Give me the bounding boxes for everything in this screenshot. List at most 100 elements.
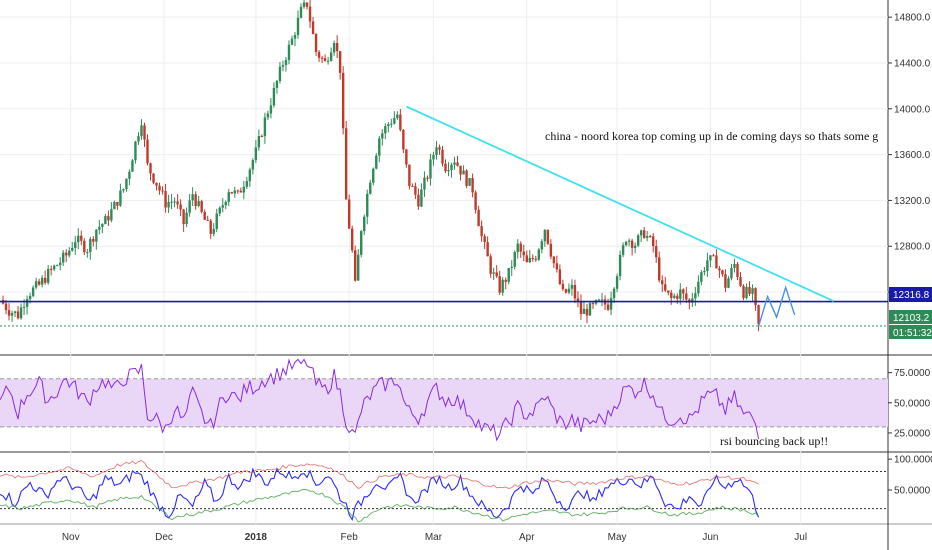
candle-body xyxy=(140,125,143,137)
candle-body xyxy=(682,289,685,294)
candle-body xyxy=(600,299,604,301)
candle-body xyxy=(477,209,480,227)
price-y-tick-label: 13600.0 xyxy=(894,150,931,161)
candle-body xyxy=(164,191,167,208)
rsi-y-tick-label: 50.0000 xyxy=(894,398,931,409)
candle-body xyxy=(591,303,595,305)
candle-body xyxy=(34,281,38,288)
candle-body xyxy=(718,268,721,271)
rsi-annotation[interactable]: rsi bouncing back up!! xyxy=(720,434,828,448)
candle-body xyxy=(537,249,541,260)
candle-body xyxy=(534,258,538,260)
resistance-trendline[interactable] xyxy=(405,105,835,302)
x-tick-label: May xyxy=(608,532,627,543)
candle-body xyxy=(239,190,243,193)
candle-body xyxy=(161,190,164,192)
candle-body xyxy=(706,260,709,271)
candle-body xyxy=(89,239,92,253)
candle-body xyxy=(203,211,206,220)
candle-body xyxy=(525,255,528,263)
candle-body xyxy=(43,277,47,283)
candle-body xyxy=(52,265,56,270)
candle-body xyxy=(579,301,583,314)
candle-body xyxy=(332,42,336,53)
candle-body xyxy=(528,257,531,263)
candle-body xyxy=(754,288,757,306)
candle-body xyxy=(564,289,568,293)
projection-path[interactable] xyxy=(757,285,796,327)
countdown-tag: 01:51:32 xyxy=(889,325,932,339)
candle-body xyxy=(483,236,486,243)
candle-body xyxy=(275,80,279,88)
candle-body xyxy=(236,190,240,192)
candle-body xyxy=(727,278,730,288)
candle-body xyxy=(384,126,387,134)
x-tick-label: Feb xyxy=(341,532,359,543)
candle-body xyxy=(516,243,519,253)
candle-body xyxy=(510,266,513,269)
candle-body xyxy=(639,230,643,236)
candle-body xyxy=(143,125,146,140)
candle-body xyxy=(375,155,378,169)
stoch-series-line xyxy=(0,460,759,490)
candle-body xyxy=(278,66,282,81)
candle-body xyxy=(730,268,733,279)
candle-body xyxy=(676,295,679,299)
candle-body xyxy=(444,163,447,172)
candle-body xyxy=(320,57,324,59)
candle-body xyxy=(576,298,580,302)
candle-body xyxy=(40,277,44,285)
candle-body xyxy=(230,192,233,194)
candle-body xyxy=(323,58,327,61)
candle-body xyxy=(471,178,474,193)
candle-body xyxy=(10,312,14,316)
candle-body xyxy=(558,269,562,284)
candle-body xyxy=(155,182,158,186)
candle-body xyxy=(393,118,396,124)
second-value-tag-text: 12103.2 xyxy=(893,313,930,324)
last-value-tag: 12316.8 xyxy=(889,287,932,302)
candle-body xyxy=(110,209,113,221)
candle-body xyxy=(80,235,83,241)
last-value-tag-text: 12316.8 xyxy=(893,290,930,301)
x-tick-label: Jun xyxy=(702,532,718,543)
candle-body xyxy=(633,245,637,248)
candle-body xyxy=(119,190,122,206)
candle-body xyxy=(212,228,215,234)
candle-body xyxy=(4,303,8,311)
x-tick-label: Apr xyxy=(519,532,535,543)
candle-body xyxy=(423,177,426,190)
candle-body xyxy=(305,2,309,7)
last-value-tag-box xyxy=(889,287,932,302)
candle-body xyxy=(338,51,342,73)
candle-body xyxy=(86,252,89,254)
candle-body xyxy=(13,311,17,313)
candle-body xyxy=(272,87,276,106)
candle-body xyxy=(697,281,700,294)
countdown-tag-box xyxy=(889,325,932,339)
candle-body xyxy=(733,263,736,269)
candle-body xyxy=(450,164,453,171)
candle-body xyxy=(248,169,252,182)
candle-body xyxy=(185,212,188,225)
candle-body xyxy=(685,293,688,300)
candle-body xyxy=(492,272,495,274)
candle-body xyxy=(317,52,321,58)
stoch-y-tick-label: 50.0000 xyxy=(894,486,931,497)
candle-body xyxy=(703,270,706,273)
candle-body xyxy=(432,154,435,160)
candle-body xyxy=(694,293,697,299)
candle-body xyxy=(751,288,754,294)
candle-body xyxy=(329,52,333,61)
candle-body xyxy=(65,252,68,256)
candle-body xyxy=(513,252,516,267)
price-annotation[interactable]: china - noord korea top coming up in de … xyxy=(545,129,878,143)
candle-body xyxy=(350,228,354,251)
candle-body xyxy=(429,159,432,179)
candle-body xyxy=(408,164,411,186)
candle-body xyxy=(62,252,65,263)
candle-body xyxy=(134,141,137,161)
candle-body xyxy=(381,133,384,139)
